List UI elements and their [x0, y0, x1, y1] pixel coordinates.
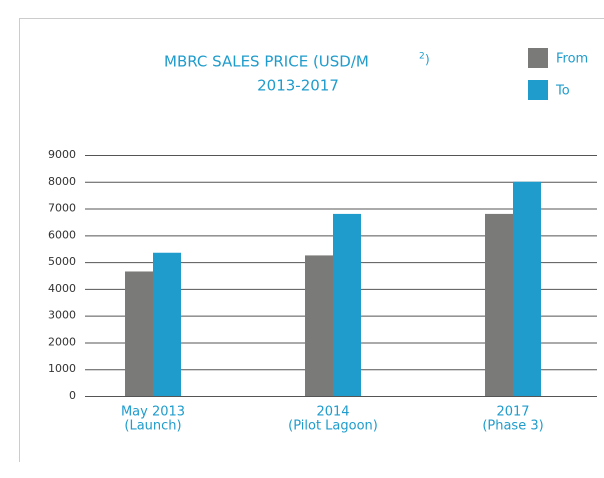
legend-swatch — [528, 48, 548, 68]
y-tick-label: 6000 — [48, 228, 76, 241]
bar — [305, 255, 333, 396]
y-tick-label: 5000 — [48, 255, 76, 268]
y-tick-label: 3000 — [48, 309, 76, 322]
legend-swatch — [528, 80, 548, 100]
chart-subtitle: 2013-2017 — [257, 77, 339, 95]
bar — [125, 271, 153, 396]
x-tick-label: 2017 — [496, 405, 529, 420]
bar — [513, 181, 541, 396]
x-tick-label: (Pilot Lagoon) — [288, 419, 378, 434]
x-tick-label: 2014 — [316, 405, 349, 420]
y-tick-label: 8000 — [48, 175, 76, 188]
legend-label: To — [555, 84, 570, 99]
y-tick-label: 0 — [69, 389, 76, 402]
bar — [485, 213, 513, 396]
chart-title: MBRC SALES PRICE (USD/M — [164, 53, 369, 71]
y-tick-label: 2000 — [48, 335, 76, 348]
bar — [153, 252, 181, 396]
x-tick-label: (Phase 3) — [482, 419, 543, 434]
title-superscript: 2 — [419, 52, 425, 62]
legend-label: From — [556, 52, 588, 67]
bar — [333, 213, 361, 396]
y-tick-label: 9000 — [48, 148, 76, 161]
y-tick-label: 1000 — [48, 362, 76, 375]
y-tick-label: 7000 — [48, 202, 76, 215]
x-tick-label: (Launch) — [124, 419, 181, 434]
y-tick-label: 4000 — [48, 282, 76, 295]
title-end: ) — [425, 53, 430, 67]
x-tick-label: May 2013 — [121, 405, 185, 420]
